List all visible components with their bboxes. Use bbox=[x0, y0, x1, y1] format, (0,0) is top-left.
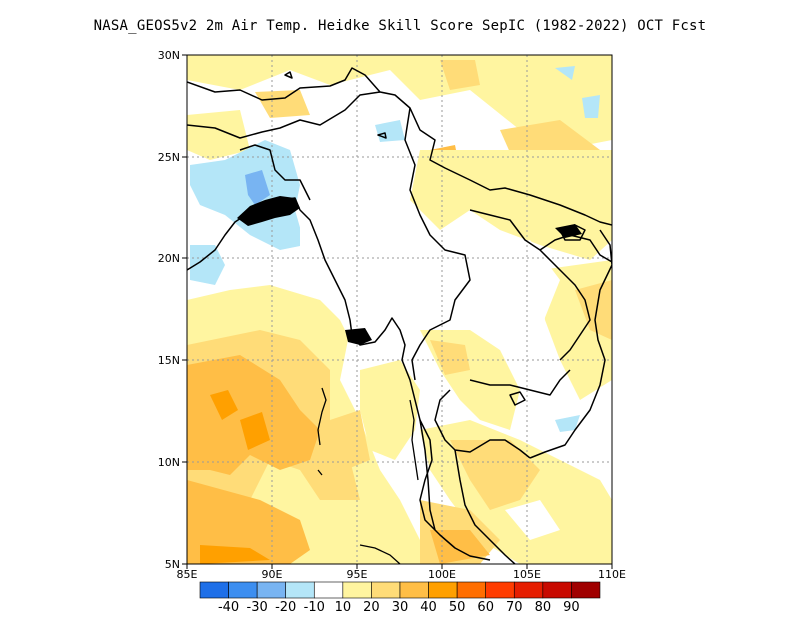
skill-score-shading bbox=[187, 55, 612, 564]
x-tick-label: 110E bbox=[598, 568, 626, 581]
deltas bbox=[237, 196, 582, 345]
shade-ne-lightblue bbox=[555, 66, 575, 80]
tibet-lake-1 bbox=[284, 71, 293, 79]
map-title: NASA_GEOS5v2 2m Air Temp. Heidke Skill S… bbox=[93, 18, 707, 34]
colorbar-swatch bbox=[542, 581, 572, 599]
mekong-delta bbox=[555, 224, 582, 238]
colorbar-label: 40 bbox=[420, 600, 437, 615]
malay-peninsula-east bbox=[454, 449, 516, 564]
colorbar-label: 20 bbox=[363, 600, 380, 615]
colorbar-label: 30 bbox=[392, 600, 409, 615]
shade-myanmar-white bbox=[300, 190, 410, 340]
mergui-islands bbox=[409, 399, 419, 481]
laos-vietnam-border bbox=[539, 234, 612, 263]
shade-bay-orange-2 bbox=[240, 412, 270, 450]
malay-peninsula-west bbox=[419, 419, 436, 531]
colorbar-swatch bbox=[371, 581, 401, 599]
shade-east-orange bbox=[575, 280, 612, 340]
colorbar-label: 70 bbox=[506, 600, 523, 615]
tick-marks bbox=[182, 54, 613, 569]
y-tick-label: 25N bbox=[158, 151, 180, 164]
shade-west-lightblue bbox=[190, 245, 225, 285]
colorbar-label: -30 bbox=[247, 600, 268, 615]
shade-gulf-white bbox=[505, 500, 560, 540]
shade-andaman-yellow bbox=[360, 360, 420, 460]
colorbar-swatch bbox=[428, 581, 458, 599]
shade-north-yellow bbox=[187, 55, 612, 150]
colorbar-swatch bbox=[313, 581, 344, 599]
shade-andaman-yellow-2 bbox=[330, 410, 370, 470]
ganges-delta bbox=[237, 196, 300, 226]
shade-thai-orange bbox=[430, 340, 470, 375]
colorbar-label: 10 bbox=[335, 600, 352, 615]
islands bbox=[317, 387, 419, 565]
colorbar-swatch bbox=[285, 581, 315, 599]
y-tick-label: 20N bbox=[158, 252, 180, 265]
colorbar-label: -10 bbox=[304, 600, 325, 615]
shade-bay-light-orange-2 bbox=[187, 480, 310, 564]
colorbar-swatch bbox=[513, 581, 544, 599]
colorbar-label: 90 bbox=[563, 600, 580, 615]
shade-ne-lightblue-2 bbox=[582, 95, 600, 118]
colorbar-swatch bbox=[199, 581, 229, 599]
myanmar-east-border bbox=[404, 107, 471, 381]
colorbar-label: 80 bbox=[535, 600, 552, 615]
andaman-islands bbox=[317, 387, 327, 446]
x-tick-label: 95E bbox=[347, 568, 368, 581]
shade-central-white bbox=[470, 240, 560, 350]
thai-laos-border bbox=[469, 209, 591, 361]
colorbar-label: -20 bbox=[275, 600, 296, 615]
bangladesh-border bbox=[239, 144, 311, 201]
x-tick-label: 105E bbox=[513, 568, 541, 581]
gulf-thailand-coast bbox=[434, 389, 531, 459]
colorbar-swatch bbox=[399, 581, 429, 599]
gridlines bbox=[187, 55, 612, 564]
shade-bay-orange bbox=[210, 390, 238, 420]
y-tick-label: 30N bbox=[158, 49, 180, 62]
shade-north-yellow-2 bbox=[255, 90, 310, 118]
vietnam-coast bbox=[529, 229, 612, 459]
y-tick-label: 5N bbox=[165, 558, 180, 571]
x-tick-label: 100E bbox=[428, 568, 456, 581]
colorbar-label: -40 bbox=[218, 600, 239, 615]
colorbar: -40 -30 -20 -10 10 20 30 40 50 60 70 80 90 bbox=[199, 581, 601, 615]
nicobar-islands bbox=[317, 469, 323, 476]
shade-bay-orange-3 bbox=[200, 545, 270, 564]
shade-se-lightblue bbox=[555, 415, 580, 432]
thai-cambodia-border bbox=[469, 369, 571, 396]
shade-bangladesh-lightblue bbox=[190, 140, 305, 250]
shade-ne-yellow bbox=[440, 60, 480, 90]
x-tick-label: 90E bbox=[262, 568, 283, 581]
colorbar-swatch bbox=[456, 581, 487, 599]
sumatra-tip bbox=[359, 544, 401, 565]
map-frame bbox=[186, 54, 613, 565]
y-axis-labels: 5N 10N 15N 20N 25N 30N bbox=[158, 49, 180, 571]
shade-gulf-orange bbox=[450, 440, 540, 510]
x-tick-label: 85E bbox=[177, 568, 198, 581]
y-tick-label: 15N bbox=[158, 354, 180, 367]
colorbar-label: 50 bbox=[449, 600, 466, 615]
colorbar-swatch bbox=[485, 581, 515, 599]
lake-tonle-sap bbox=[509, 391, 526, 406]
shade-bay-light-orange bbox=[187, 355, 320, 475]
shade-bangladesh-blue bbox=[245, 170, 270, 205]
colorbar-swatch bbox=[342, 581, 372, 599]
colorbar-swatch bbox=[571, 581, 601, 599]
shade-west-yellow bbox=[187, 110, 250, 160]
bhutan-nepal-border bbox=[187, 91, 381, 139]
colorbar-swatch bbox=[256, 581, 287, 599]
y-tick-label: 10N bbox=[158, 456, 180, 469]
irrawaddy-delta bbox=[345, 328, 372, 345]
colorbar-swatch bbox=[228, 581, 258, 599]
colorbar-label: 60 bbox=[477, 600, 494, 615]
tibet-lake-2 bbox=[377, 132, 387, 139]
x-axis-labels: 85E 90E 95E 100E 105E 110E bbox=[177, 568, 626, 581]
